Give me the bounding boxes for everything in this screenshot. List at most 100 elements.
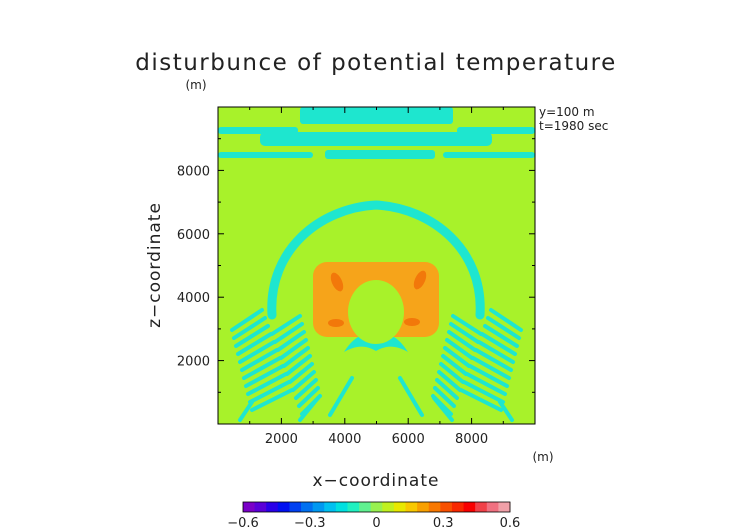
colorbar-swatch (486, 502, 499, 512)
colorbar-swatch (463, 502, 476, 512)
cyan-stripes (230, 308, 523, 422)
stripe (240, 348, 279, 372)
stripe (282, 346, 310, 368)
stripe (398, 376, 424, 417)
stripe (445, 338, 474, 360)
colorbar-swatch (359, 502, 372, 512)
x-unit-label: (m) (532, 450, 553, 464)
x-tick-label: 2000 (265, 432, 298, 447)
stripe (441, 354, 468, 376)
stripe (328, 376, 354, 417)
x-tick-label: 6000 (392, 432, 425, 447)
stripe (248, 380, 291, 404)
stripe (279, 338, 308, 360)
cyan-arch (267, 200, 485, 320)
stripe (288, 362, 314, 384)
plot-field (218, 107, 535, 424)
stripe (449, 322, 480, 344)
y-axis-label: z−coordinate (145, 202, 165, 328)
colorbar-swatch (393, 502, 407, 512)
stripe (498, 400, 514, 422)
stripe (468, 364, 509, 388)
x-tick-label: 8000 (455, 432, 488, 447)
colorbar-swatch (428, 502, 441, 512)
colorbar-swatch (498, 502, 511, 512)
colorbar-swatch (475, 502, 488, 512)
core-pocket (348, 280, 404, 344)
colorbar-swatch (335, 502, 348, 512)
colorbar-tick-label: 0.6 (500, 516, 521, 531)
colorbar-swatch (440, 502, 453, 512)
colorbar-swatch (254, 502, 267, 512)
stripe (471, 356, 511, 380)
colorbar-swatch (289, 502, 302, 512)
stripe (447, 330, 477, 352)
y-unit-label: (m) (185, 78, 206, 92)
stripe (474, 348, 513, 372)
y-tick-label: 2000 (177, 355, 210, 370)
stripe (238, 340, 276, 364)
colorbar (242, 501, 511, 513)
chart-title: disturbunce of potential temperature (135, 50, 617, 76)
stripe (244, 364, 285, 388)
x-axis-label: x−coordinate (313, 471, 440, 491)
stripe (234, 324, 270, 348)
stripe (270, 314, 302, 336)
stripe (230, 308, 264, 332)
x-tick-labels: 2000 4000 6000 8000 (265, 432, 488, 447)
colorbar-swatch (417, 502, 430, 512)
stripe (232, 316, 267, 340)
colorbar-swatch (277, 502, 290, 512)
colorbar-swatch (243, 502, 256, 512)
x-tick-label: 4000 (328, 432, 361, 447)
stripe (439, 362, 465, 384)
stripe (291, 370, 316, 392)
colorbar-swatch (370, 502, 383, 512)
cyan-bands (218, 107, 535, 159)
y-tick-labels: 2000 4000 6000 8000 (177, 164, 210, 369)
stripe (435, 378, 459, 400)
colorbar-swatch (266, 502, 279, 512)
dark-orange-lobes (328, 270, 427, 327)
stripe (489, 308, 523, 332)
y-tick-label: 4000 (177, 291, 210, 306)
colorbar-swatch (301, 502, 314, 512)
colorbar-tick-label: 0.3 (433, 516, 454, 531)
stripe (238, 400, 254, 422)
y-tick-label: 8000 (177, 164, 210, 179)
stripe (242, 356, 282, 380)
stripe (486, 316, 521, 340)
stripe (477, 340, 515, 364)
stripe (297, 386, 320, 408)
stripe (465, 372, 507, 396)
annotation-y: y=100 m (539, 105, 595, 119)
stripe (459, 388, 503, 412)
colorbar-tick-label: −0.3 (294, 516, 326, 531)
stripe (451, 314, 483, 336)
colorbar-swatch (324, 502, 337, 512)
stripe (432, 396, 454, 422)
stripe (236, 332, 273, 356)
y-tick-label: 6000 (177, 228, 210, 243)
colorbar-tick-label: 0 (372, 516, 380, 531)
stripe (480, 332, 517, 356)
colorbar-swatch (382, 502, 395, 512)
stripe (437, 370, 462, 392)
annotation-t: t=1980 sec (539, 119, 608, 133)
stripe (294, 378, 318, 400)
stripe (285, 354, 312, 376)
colorbar-tick-labels: −0.6 −0.3 0 0.3 0.6 (227, 516, 520, 531)
colorbar-swatch (405, 502, 418, 512)
stripe (483, 324, 519, 348)
stripe (250, 388, 294, 412)
stripe (462, 380, 505, 404)
stripe (246, 372, 288, 396)
colorbar-swatch (312, 502, 325, 512)
axis-ticks (218, 107, 535, 424)
colorbar-swatch (347, 502, 360, 512)
stripe (443, 346, 471, 368)
stripe (276, 330, 306, 352)
stripe (433, 386, 456, 408)
stripe (298, 396, 320, 422)
